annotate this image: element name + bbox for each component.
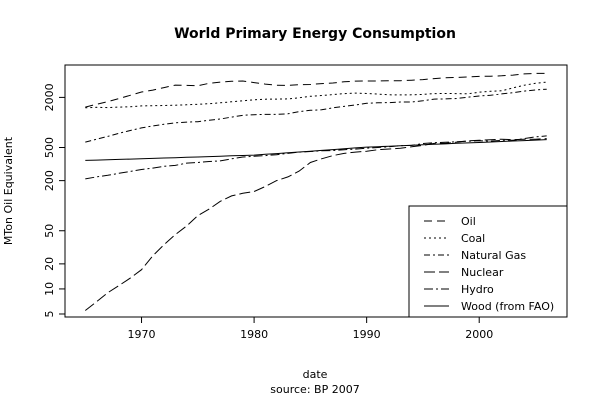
series-layer [84, 72, 547, 311]
y-tick-label: 10 [43, 282, 56, 296]
chart-title: World Primary Energy Consumption [174, 26, 456, 42]
y-axis: 5 10 20 50 200 500 2000 [43, 83, 65, 317]
series-line-wood-from-fao [85, 139, 547, 161]
y-tick-label: 500 [43, 137, 56, 158]
x-tick-label: 2000 [465, 328, 493, 341]
y-tick-label: 20 [43, 257, 56, 271]
legend-label: Coal [461, 232, 485, 245]
x-tick-label: 1970 [128, 328, 156, 341]
series-line-oil [85, 72, 547, 108]
legend-label: Oil [461, 215, 476, 228]
y-tick-label: 200 [43, 170, 56, 191]
y-tick-label: 2000 [43, 83, 56, 111]
x-tick-label: 1990 [353, 328, 381, 341]
series-line-hydro [85, 135, 547, 180]
legend-label: Natural Gas [461, 249, 526, 262]
y-tick-label: 50 [43, 224, 56, 238]
legend-label: Wood (from FAO) [461, 300, 554, 313]
x-axis-label: date [303, 368, 328, 381]
y-axis-label: MTon Oil Equivalent [2, 136, 15, 245]
series-line-natural-gas [85, 88, 547, 143]
x-tick-label: 1980 [240, 328, 268, 341]
x-axis: 1970 1980 1990 2000 [128, 317, 493, 341]
series-line-coal [85, 81, 547, 109]
legend: Oil Coal Natural Gas Nuclear Hydro Wood (from… [408, 205, 568, 318]
legend-box [408, 205, 568, 318]
source-note: source: BP 2007 [270, 383, 359, 396]
plot-frame [64, 64, 568, 318]
legend-label: Nuclear [461, 266, 504, 279]
y-tick-label: 5 [43, 310, 56, 317]
legend-label: Hydro [461, 283, 494, 296]
